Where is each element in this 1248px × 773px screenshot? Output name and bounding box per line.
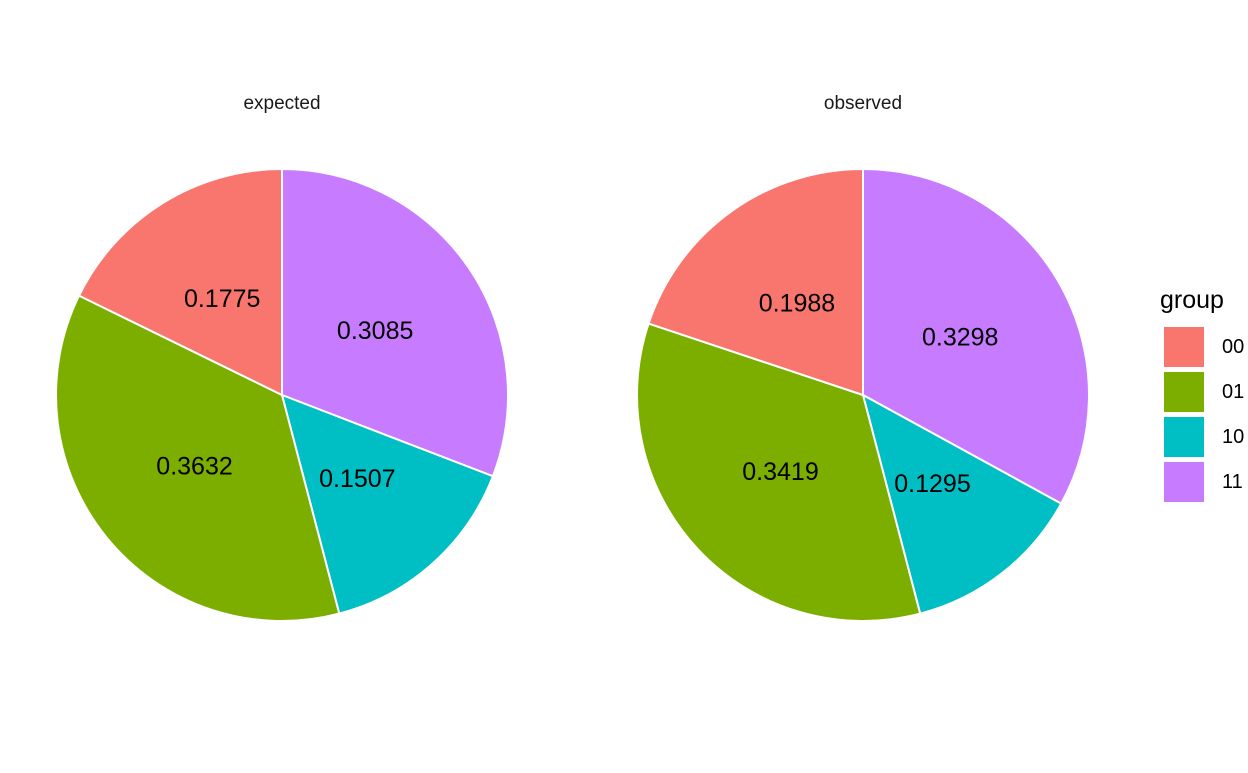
slice-value-label: 0.3419 [742,458,818,486]
panels-layer: expected 0.3085 0.1507 0.3632 0.1775 observed… [55,93,1090,622]
pie-slice-00 [647,167,864,397]
legend-title: group [1160,286,1224,314]
pie-slice-11 [281,167,509,478]
slice-value-label: 0.1507 [319,465,395,493]
slice-value-label: 0.3298 [922,323,998,351]
legend-key-10 [1164,417,1204,457]
legend-label-01: 01 [1222,381,1244,403]
panel-title: expected [243,93,320,114]
pie-slice-00 [77,167,283,397]
legend-key-00 [1164,327,1204,367]
pie-slice-01 [636,322,922,622]
legend-label-00: 00 [1222,336,1244,358]
pie-slice-01 [55,294,341,622]
legend-label-11: 11 [1222,471,1243,493]
slice-value-label: 0.1295 [894,470,970,498]
slice-value-label: 0.1988 [759,289,835,317]
legend: group 00 01 10 11 [1160,286,1244,502]
panel-title: observed [824,93,902,114]
legend-key-01 [1164,372,1204,412]
pie-panel-expected: expected 0.3085 0.1507 0.3632 0.1775 [55,93,509,622]
slice-value-label: 0.1775 [184,285,260,313]
legend-key-11 [1164,462,1204,502]
pie-slice-11 [862,167,1090,505]
pie-slice-10 [280,393,495,615]
pie-slice-10 [861,393,1063,615]
legend-label-10: 10 [1222,426,1244,448]
slice-value-label: 0.3085 [337,317,413,345]
pie-panel-observed: observed 0.3298 0.1295 0.3419 0.1988 [636,93,1090,622]
slice-value-label: 0.3632 [156,453,232,481]
